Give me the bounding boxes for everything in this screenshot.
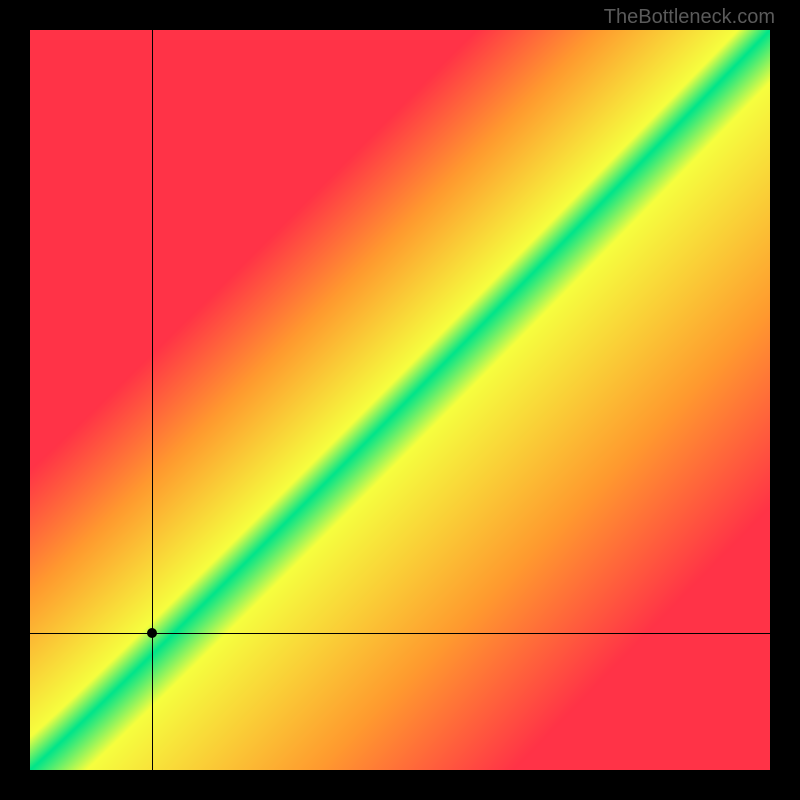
heatmap-plot [30,30,770,770]
crosshair-horizontal [30,633,770,634]
selection-marker [147,628,157,638]
heatmap-canvas [30,30,770,770]
watermark-text: TheBottleneck.com [604,6,775,29]
crosshair-vertical [152,30,153,770]
